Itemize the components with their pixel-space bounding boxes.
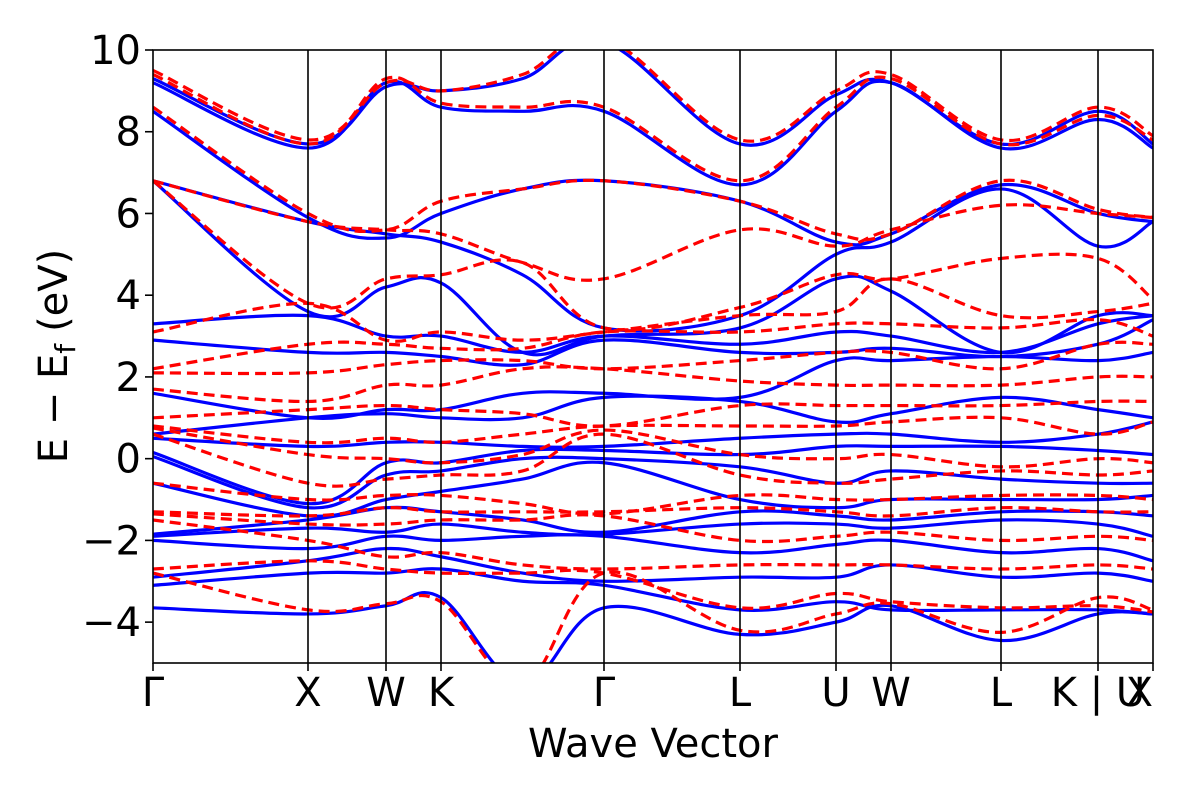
kpoint-lines — [307, 50, 1099, 663]
x-tick-label: W — [366, 670, 406, 716]
y-tick-label: 8 — [116, 110, 141, 156]
band-dashed-9 — [153, 399, 1153, 428]
y-tick-label: 0 — [116, 437, 141, 483]
x-tick-label: X — [1126, 670, 1153, 716]
y-tick-label: −2 — [82, 518, 141, 564]
plot-frame — [152, 49, 1154, 664]
x-tick-label: W — [871, 670, 911, 716]
band-dashed-15 — [153, 179, 1153, 282]
y-axis: −4 −2 0 2 4 6 8 10 — [82, 28, 153, 646]
y-tick-label: 4 — [116, 273, 141, 319]
band-dashed-0 — [153, 570, 1153, 663]
x-tick-label: L — [729, 670, 752, 716]
x-tick-label: L — [990, 670, 1013, 716]
y-axis-label-unit: (eV) — [31, 249, 77, 332]
x-tick-label: Γ — [142, 670, 165, 716]
band-solid-15 — [153, 179, 1153, 333]
x-tick-label: Γ — [593, 670, 616, 716]
bands-layer — [153, 50, 1153, 663]
band-solid-17 — [153, 79, 1153, 187]
x-tick-label: X — [294, 670, 321, 716]
band-solid-16 — [153, 109, 1153, 247]
y-axis-label: E − Ef (eV) — [31, 249, 82, 464]
x-axis-label: Wave Vector — [528, 721, 779, 767]
y-tick-label: −4 — [82, 600, 141, 646]
x-tick-label: K — [428, 670, 456, 716]
band-dashed-16 — [153, 105, 1153, 242]
x-tick-label: U — [821, 670, 850, 716]
band-dashed-4 — [153, 506, 1153, 518]
y-tick-label: 10 — [90, 28, 141, 74]
band-solid-3 — [153, 533, 1153, 563]
band-solid-10 — [153, 394, 1153, 436]
y-tick-label: 2 — [116, 355, 141, 401]
y-tick-label: 6 — [116, 191, 141, 237]
x-tick-label: K | U — [1051, 670, 1145, 716]
band-solid-18 — [153, 50, 1153, 147]
band-solid-4 — [153, 518, 1153, 538]
band-dashed-18 — [153, 50, 1153, 143]
svg-text:E − Ef(eV): E − Ef (eV) — [31, 249, 82, 464]
y-axis-label-main: E − E — [31, 354, 77, 464]
y-axis-label-subscript: f — [49, 343, 82, 354]
band-dashed-17 — [153, 73, 1153, 183]
